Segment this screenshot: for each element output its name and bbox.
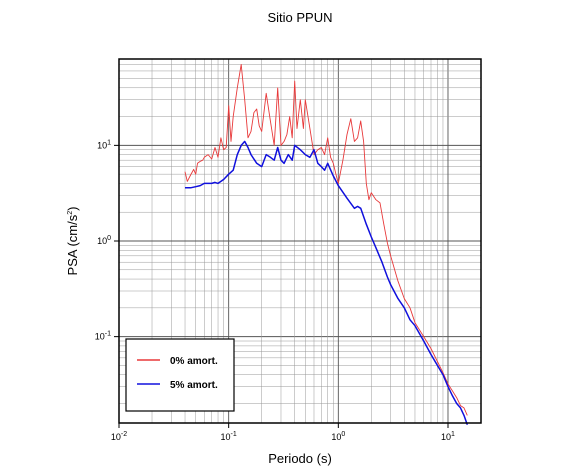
y-tick-label: 101: [97, 139, 111, 150]
series-line-1: [185, 140, 469, 425]
x-tick-label: 10-1: [221, 431, 237, 442]
chart-title: Sitio PPUN: [267, 10, 332, 25]
x-tick-label: 10-2: [111, 431, 127, 442]
series-lines: [184, 64, 469, 425]
x-tick-label-base: 10: [441, 432, 451, 442]
x-axis-ticks: 10-2 10-1 100 101: [111, 423, 455, 442]
y-axis-label-main: PSA (cm/s: [65, 214, 80, 275]
y-tick-label-base: 10: [97, 140, 107, 150]
x-axis-label: Periodo (s): [268, 451, 332, 466]
y-tick-label: 100: [97, 235, 111, 246]
y-axis-label-sup: 2: [67, 211, 74, 215]
x-tick-label: 101: [441, 431, 455, 442]
x-tick-label: 100: [331, 431, 345, 442]
legend-label-0: 0% amort.: [170, 356, 218, 367]
series-line-0: [184, 64, 468, 416]
y-tick-label-exp: 0: [107, 235, 111, 242]
y-tick-label-base: 10: [97, 236, 107, 246]
x-tick-label-exp: -1: [231, 431, 237, 438]
x-tick-label-base: 10: [221, 432, 231, 442]
y-tick-label: 10-1: [95, 331, 111, 342]
y-tick-label-exp: 1: [107, 139, 111, 146]
x-tick-label-exp: 0: [341, 431, 345, 438]
legend-label-1: 5% amort.: [170, 380, 218, 391]
y-tick-label-base: 10: [95, 332, 105, 342]
y-axis-label-tail: ): [65, 207, 80, 211]
x-tick-label-exp: 1: [451, 431, 455, 438]
y-tick-label-exp: -1: [105, 331, 111, 338]
x-tick-label-base: 10: [331, 432, 341, 442]
x-tick-label-base: 10: [111, 432, 121, 442]
legend: 0% amort. 5% amort.: [125, 338, 235, 412]
x-tick-label-exp: -2: [121, 431, 127, 438]
y-axis-label: PSA (cm/s2): [65, 207, 80, 276]
legend-box: [125, 338, 235, 412]
